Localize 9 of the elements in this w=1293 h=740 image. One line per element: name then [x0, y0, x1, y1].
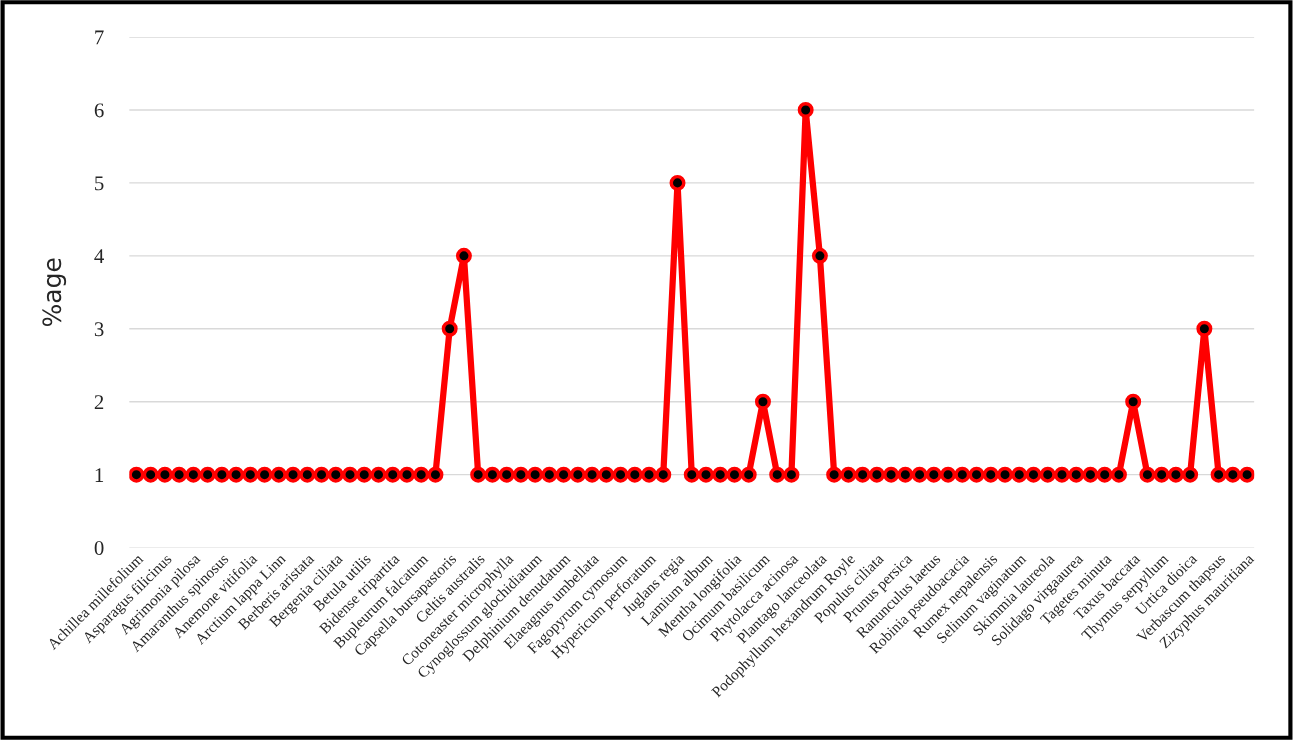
- y-tick-label: 2: [94, 395, 104, 409]
- y-tick-label: 0: [94, 540, 104, 556]
- y-tick-label: 7: [95, 30, 104, 45]
- y-tick-label: 6: [94, 103, 104, 118]
- y-tick-label: 3: [94, 322, 104, 337]
- y-tick-label: 1: [95, 468, 104, 482]
- y-axis-title: %age: [42, 258, 67, 327]
- y-tick-label: 5: [95, 176, 104, 191]
- y-tick-label: 4: [94, 249, 104, 264]
